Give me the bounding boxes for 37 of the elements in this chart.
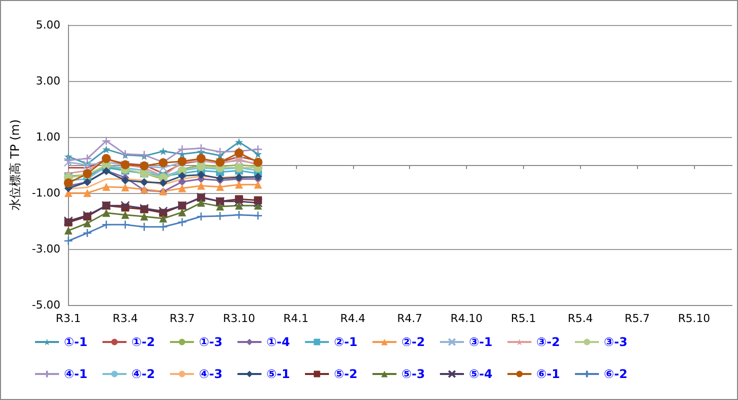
x-tick-label: R3.7	[170, 312, 195, 325]
legend-label: ⑤-4	[468, 367, 492, 381]
x-tick-label: R5.4	[568, 312, 593, 325]
legend-label: ④-3	[198, 367, 222, 381]
y-tick-label: -3.00	[32, 242, 60, 256]
x-tick-label: R4.10	[450, 312, 483, 325]
legend-label: ③-3	[604, 335, 628, 349]
legend-label: ⑤-1	[266, 367, 290, 381]
legend-label: ⑥-2	[604, 367, 628, 381]
x-tick-label: R5.10	[678, 312, 710, 325]
x-tick-label: R3.1	[56, 312, 81, 325]
y-tick-label: -5.00	[32, 298, 60, 312]
legend-label: ②-1	[334, 335, 358, 349]
y-tick-label: 1.00	[36, 130, 60, 144]
y-tick-label: 5.00	[36, 18, 60, 32]
y-tick-label: 3.00	[36, 74, 60, 88]
legend-label: ④-2	[131, 367, 155, 381]
legend-label: ①-1	[64, 335, 88, 349]
y-axis-title: 水位標高 TP (m)	[8, 119, 22, 211]
x-tick-label: R3.4	[112, 312, 138, 325]
x-tick-label: R4.1	[283, 312, 308, 325]
x-tick-label: R5.1	[510, 312, 536, 325]
legend-label: ⑥-1	[536, 367, 560, 381]
y-tick-label: -1.00	[32, 186, 60, 200]
legend-label: ③-1	[468, 335, 492, 349]
legend-label: ②-2	[401, 335, 425, 349]
x-tick-label: R5.7	[624, 312, 650, 325]
legend-label: ⑤-2	[334, 367, 358, 381]
legend-label: ④-1	[64, 367, 88, 381]
x-tick-label: R4.7	[397, 312, 422, 325]
x-tick-label: R4.4	[340, 312, 366, 325]
legend-label: ①-3	[198, 335, 222, 349]
legend-label: ③-2	[536, 335, 560, 349]
legend-label: ①-4	[266, 335, 290, 349]
legend-label: ⑤-3	[401, 367, 425, 381]
legend-label: ①-2	[131, 335, 155, 349]
x-tick-label: R3.10	[222, 312, 256, 325]
